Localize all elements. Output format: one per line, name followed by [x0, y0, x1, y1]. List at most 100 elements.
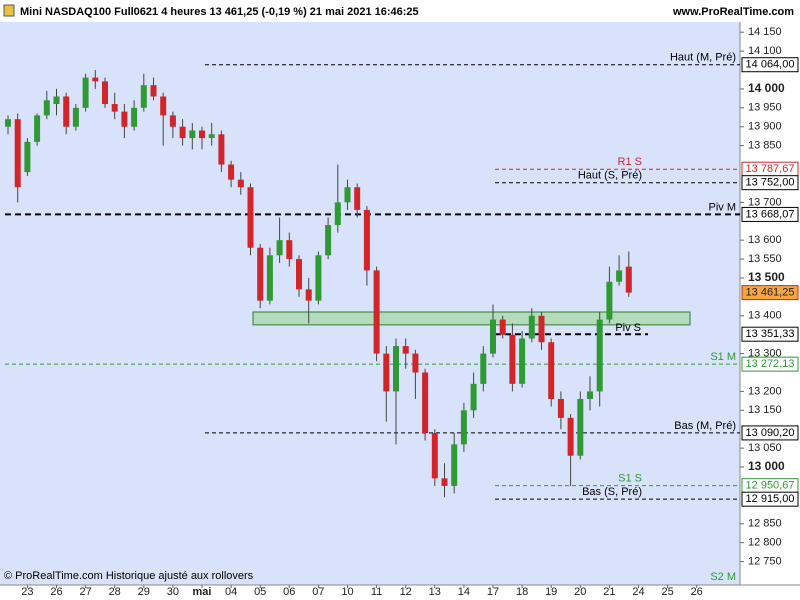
candle-body: [402, 346, 409, 354]
candle-body: [509, 334, 516, 384]
x-tick-label: 06: [283, 586, 295, 598]
x-tick-label: 20: [574, 586, 586, 598]
x-tick-label: 28: [109, 586, 121, 598]
candle-body: [102, 81, 108, 105]
level-value: 13 668,07: [746, 208, 795, 220]
level-box: [741, 425, 799, 441]
candle-body: [334, 202, 341, 226]
level-label: Bas (S, Pré): [582, 486, 642, 498]
level-value: 13 090,20: [746, 427, 795, 439]
candle-body: [490, 319, 496, 354]
candle-body: [111, 104, 118, 112]
y-tick-label: 13 500: [748, 270, 785, 284]
candle-body: [577, 398, 584, 456]
x-tick-label: 26: [50, 586, 62, 598]
candle-body: [305, 289, 312, 301]
candle-body: [160, 96, 167, 116]
candle-body: [528, 315, 535, 339]
x-tick-label: 30: [167, 586, 179, 598]
candle-body: [422, 372, 429, 434]
level-label: Piv S: [615, 322, 641, 334]
level-box: [741, 356, 799, 372]
x-tick-label: 04: [225, 586, 237, 598]
x-tick-label: 19: [545, 586, 557, 598]
level-label: R1 S: [618, 156, 642, 168]
y-tick-label: 13 300: [748, 348, 782, 360]
level-label: S1 M: [710, 351, 736, 363]
last-price-box: [741, 285, 799, 301]
candle-body: [344, 187, 351, 203]
x-tick-label: 18: [516, 586, 528, 598]
y-tick-label: 13 000: [748, 459, 785, 473]
candle-body: [499, 319, 506, 335]
candle-body: [34, 115, 41, 142]
y-tick-label: 12 850: [748, 518, 782, 530]
candle-body: [121, 111, 128, 127]
candle-body: [53, 96, 60, 105]
candle-body: [218, 134, 225, 165]
y-tick-label: 14 150: [748, 26, 782, 38]
y-tick-label: 14 100: [748, 45, 782, 57]
y-tick-label: 13 400: [748, 310, 782, 322]
x-tick-label: 11: [371, 586, 382, 598]
x-tick-label: 24: [632, 586, 644, 598]
source: www.ProRealTime.com: [672, 6, 794, 18]
level-value: 12 950,67: [746, 480, 795, 492]
level-value: 12 915,00: [746, 493, 795, 505]
candle-body: [480, 353, 487, 384]
last-price: 13 461,25: [746, 287, 795, 299]
x-tick-label: 17: [487, 586, 499, 598]
x-tick-label: 23: [21, 586, 33, 598]
candle-body: [276, 240, 283, 256]
level-label: Haut (M, Pré): [670, 52, 736, 64]
candle-body: [169, 115, 176, 127]
candle-body: [354, 187, 361, 210]
header-bg: [0, 0, 800, 22]
candle-body: [208, 134, 215, 139]
candle-body: [470, 383, 477, 411]
candle-body: [519, 338, 526, 384]
y-tick-label: 13 150: [748, 404, 782, 416]
x-tick-label: 29: [138, 586, 150, 598]
y-tick-label: 13 050: [748, 442, 782, 454]
level-box: [741, 57, 799, 73]
level-label: S2 M: [710, 571, 736, 583]
level-label: Piv M: [709, 201, 737, 213]
level-box: [741, 175, 799, 191]
candle-body: [412, 353, 419, 373]
candle-body: [92, 77, 99, 82]
level-value: 13 787,67: [746, 163, 795, 175]
y-tick-label: 13 950: [748, 102, 782, 114]
candle-body: [257, 247, 264, 301]
logo-icon: [3, 4, 15, 17]
candle-body: [548, 342, 555, 399]
candle-body: [431, 433, 438, 479]
candle-body: [606, 281, 613, 320]
x-tick-label: 12: [400, 586, 412, 598]
candle-body: [441, 478, 448, 486]
zone: [252, 311, 691, 326]
candle-body: [625, 266, 632, 293]
candle-body: [315, 255, 322, 301]
candle-body: [24, 141, 31, 173]
y-tick-label: 13 550: [748, 253, 782, 265]
y-tick-label: 13 600: [748, 234, 782, 246]
candle-body: [567, 417, 574, 456]
x-tick-label: 10: [341, 586, 353, 598]
candle-body: [72, 107, 79, 127]
y-tick-label: 14 000: [748, 81, 785, 95]
candle-body: [286, 240, 293, 260]
candle-body: [179, 126, 186, 139]
level-value: 14 064,00: [746, 59, 795, 71]
level-label: Bas (M, Pré): [674, 420, 736, 432]
x-tick-label: 14: [458, 586, 470, 598]
level-value: 13 351,33: [746, 328, 795, 340]
x-tick-label: 27: [79, 586, 91, 598]
candle-body: [247, 187, 254, 248]
y-tick-label: 12 800: [748, 537, 782, 549]
candle-body: [451, 444, 458, 486]
candle-body: [228, 164, 235, 180]
y-tick-label: 13 850: [748, 140, 782, 152]
level-label: Haut (S, Pré): [578, 170, 642, 182]
